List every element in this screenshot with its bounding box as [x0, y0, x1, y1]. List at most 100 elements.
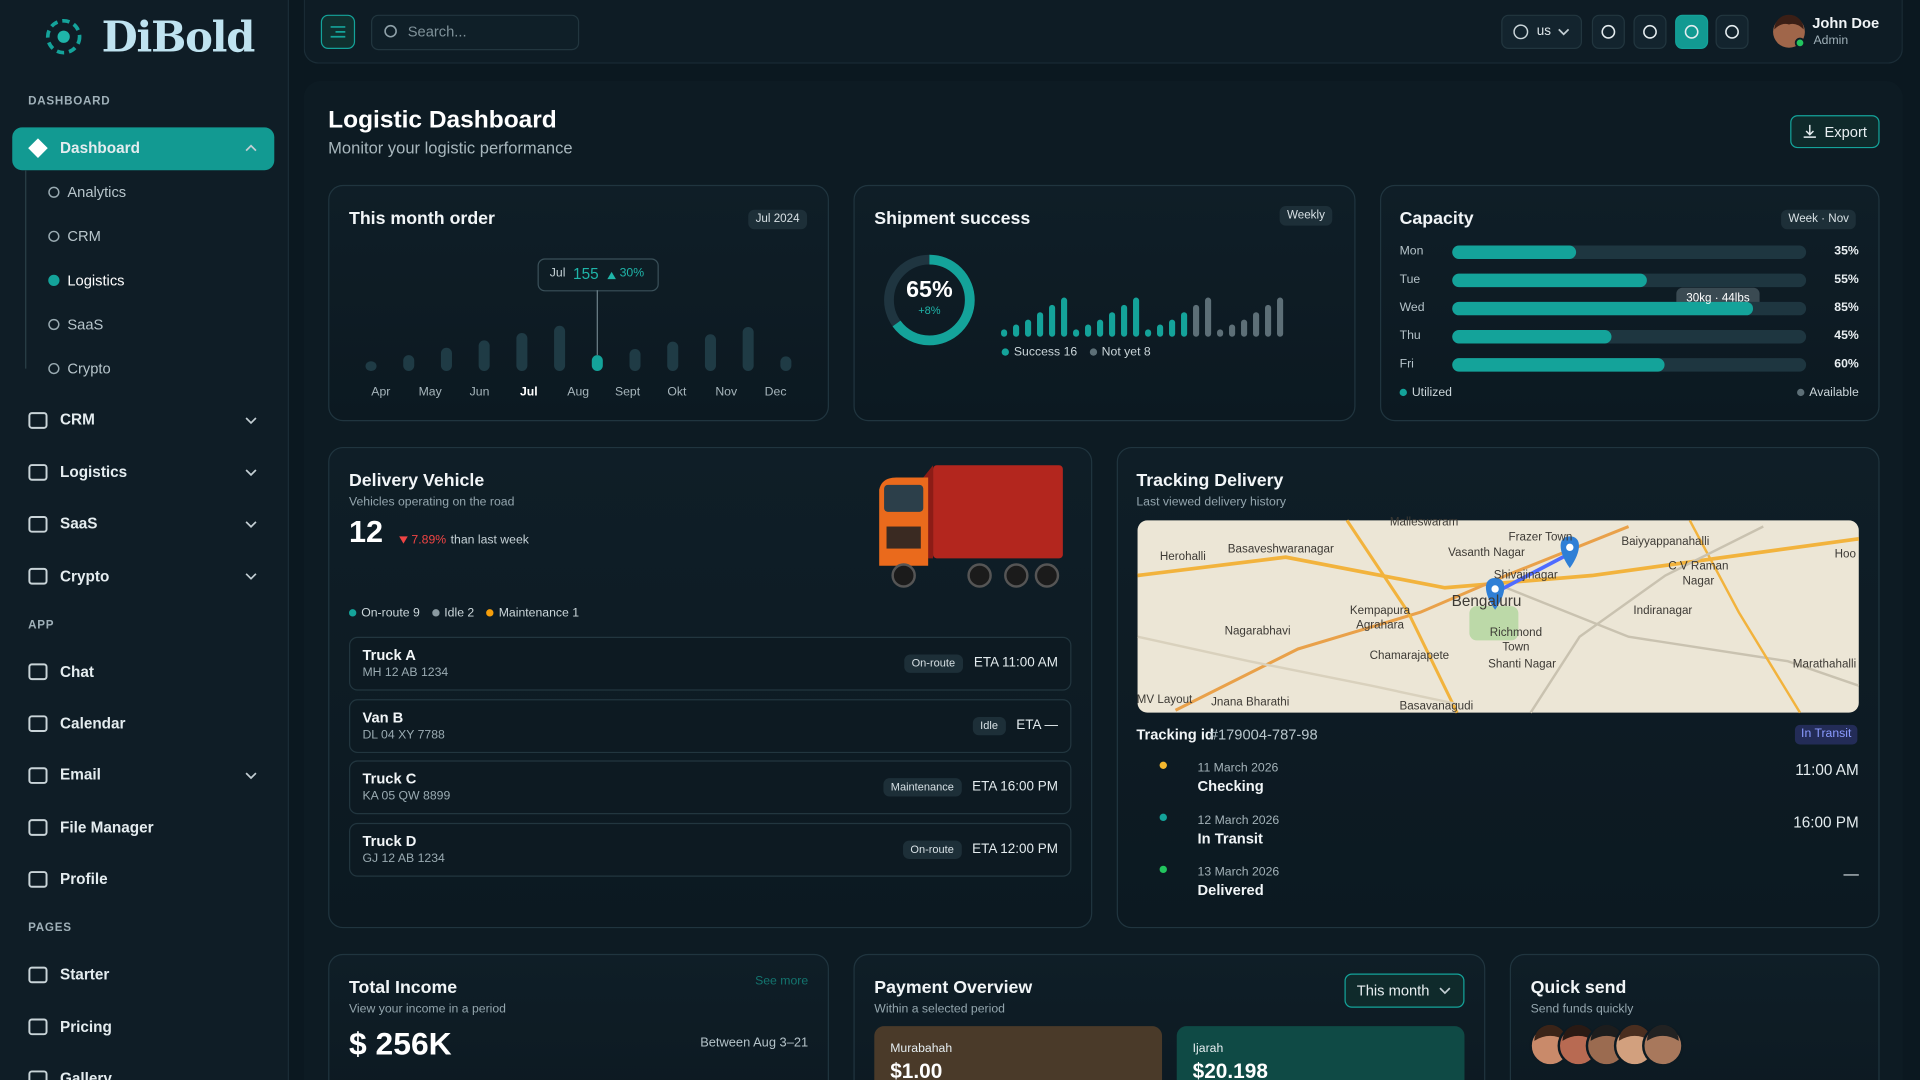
shipment-bar [1217, 329, 1224, 337]
x-axis-label: Nov [715, 385, 738, 400]
vehicle-plate: DL 04 XY 7788 [362, 728, 445, 742]
legend-count: 1 [572, 606, 580, 621]
toolbar-button[interactable] [1675, 14, 1709, 49]
menu-icon [28, 663, 48, 681]
capacity-bar [1452, 301, 1754, 316]
submenu-bullet [48, 362, 60, 375]
submenu-label: Logistics [67, 271, 125, 289]
logo-icon [45, 18, 82, 55]
legend-dot [432, 609, 440, 617]
map-pin-dot [1491, 585, 1499, 593]
toolbar-button[interactable] [1633, 14, 1667, 49]
menu-icon [28, 1018, 48, 1036]
menu-icon [28, 767, 48, 784]
map-label: Jnana Bharathi [1211, 695, 1290, 710]
card-subtitle: View your income in a period [348, 1002, 506, 1017]
chevron [245, 772, 257, 780]
order-bar [403, 355, 415, 372]
timeline-dot [1159, 865, 1167, 874]
user-avatar-hair [1774, 14, 1804, 30]
menu-icon [28, 1070, 48, 1080]
export-button[interactable] [1790, 115, 1880, 149]
value-label: 85% [1834, 301, 1859, 315]
map-label: Baiyyappanahalli [1621, 535, 1710, 549]
order-bar [516, 333, 528, 372]
menu-label: Profile [60, 870, 108, 888]
status-pill: Idle [972, 716, 1006, 735]
shipment-bar [1205, 297, 1212, 337]
map-label: Kempapura [1349, 603, 1411, 618]
toolbar-button[interactable] [1591, 14, 1625, 49]
chevron [1439, 987, 1451, 995]
timeline-dot [1159, 761, 1167, 769]
value-label: 55% [1834, 273, 1859, 287]
order-bar [704, 334, 716, 372]
shipment-bar [1157, 324, 1164, 337]
submenu-label: CRM [67, 227, 101, 245]
export-label: Export [1824, 123, 1867, 141]
shipment-bar [1169, 319, 1176, 337]
toolbar-icon [1643, 24, 1657, 39]
change-value: 7.89% [411, 533, 447, 548]
user-name: John Doe [1812, 14, 1880, 32]
sidebar-section: DASHBOARD [28, 94, 111, 109]
order-bar [478, 340, 490, 372]
vehicle-eta: ETA 11:00 AM [973, 655, 1058, 671]
card-title: Capacity [1399, 209, 1474, 229]
search-box[interactable] [371, 14, 580, 51]
chevron [1558, 28, 1570, 36]
truck-wheel [1034, 563, 1060, 588]
language-select[interactable] [1501, 14, 1583, 49]
map-road [1529, 525, 1764, 714]
row-label: Thu [1399, 329, 1421, 343]
card-title: Total Income [348, 978, 458, 998]
shipment-bar [1085, 324, 1092, 337]
legend-name: Maintenance [498, 606, 569, 621]
truck-trailer [933, 465, 1063, 559]
vehicle-row[interactable] [348, 698, 1072, 753]
map-road [1688, 519, 1802, 714]
card-title: Delivery Vehicle [348, 471, 485, 491]
map-label: Town [1502, 640, 1530, 655]
map-label: Basaveshwaranagar [1227, 542, 1334, 557]
map-label: Nagar [1682, 574, 1715, 589]
chevron [245, 417, 257, 425]
menu-icon [28, 412, 48, 429]
legend-dot [348, 609, 357, 617]
shipment-bar [1025, 319, 1032, 337]
toggle-icon [330, 26, 346, 38]
payment-method-card[interactable] [874, 1026, 1163, 1080]
menu-icon [28, 871, 48, 888]
month-order-card [328, 184, 829, 422]
x-axis-label: Aug [567, 385, 590, 400]
toolbar-button[interactable] [1715, 14, 1749, 49]
status-pill: Maintenance [883, 778, 962, 798]
active-menu-item[interactable] [12, 126, 275, 170]
menu-icon [28, 819, 48, 836]
shipment-bar [1013, 324, 1020, 337]
truck-wheel [1004, 563, 1029, 588]
shipment-bar [1193, 304, 1200, 337]
row-label: Mon [1399, 244, 1424, 259]
map-label: Basavanagudi [1399, 699, 1474, 713]
x-axis-label: May [418, 385, 442, 400]
card-subtitle: Within a selected period [874, 1002, 1005, 1017]
payment-method-card[interactable] [1176, 1026, 1465, 1080]
map-label: Richmond [1489, 626, 1543, 640]
map-pin-dot [1566, 543, 1574, 552]
menu-icon [28, 464, 48, 481]
menu-label: SaaS [60, 515, 98, 533]
legend-dot [1399, 389, 1407, 397]
up-arrow [607, 271, 616, 280]
period-dropdown[interactable] [1344, 973, 1465, 1008]
value-label: 60% [1834, 357, 1859, 372]
see-more-link[interactable]: See more [755, 974, 809, 989]
legend-count: 8 [1143, 345, 1151, 360]
contact-avatar-hair [1646, 1024, 1679, 1041]
donut-arc [884, 254, 975, 346]
donut-change: +8% [918, 304, 941, 317]
chevron [245, 144, 257, 152]
map-label: Vasanth Nagar [1448, 546, 1525, 560]
map-road [1137, 536, 1860, 590]
x-axis-label: Jun [469, 385, 490, 400]
